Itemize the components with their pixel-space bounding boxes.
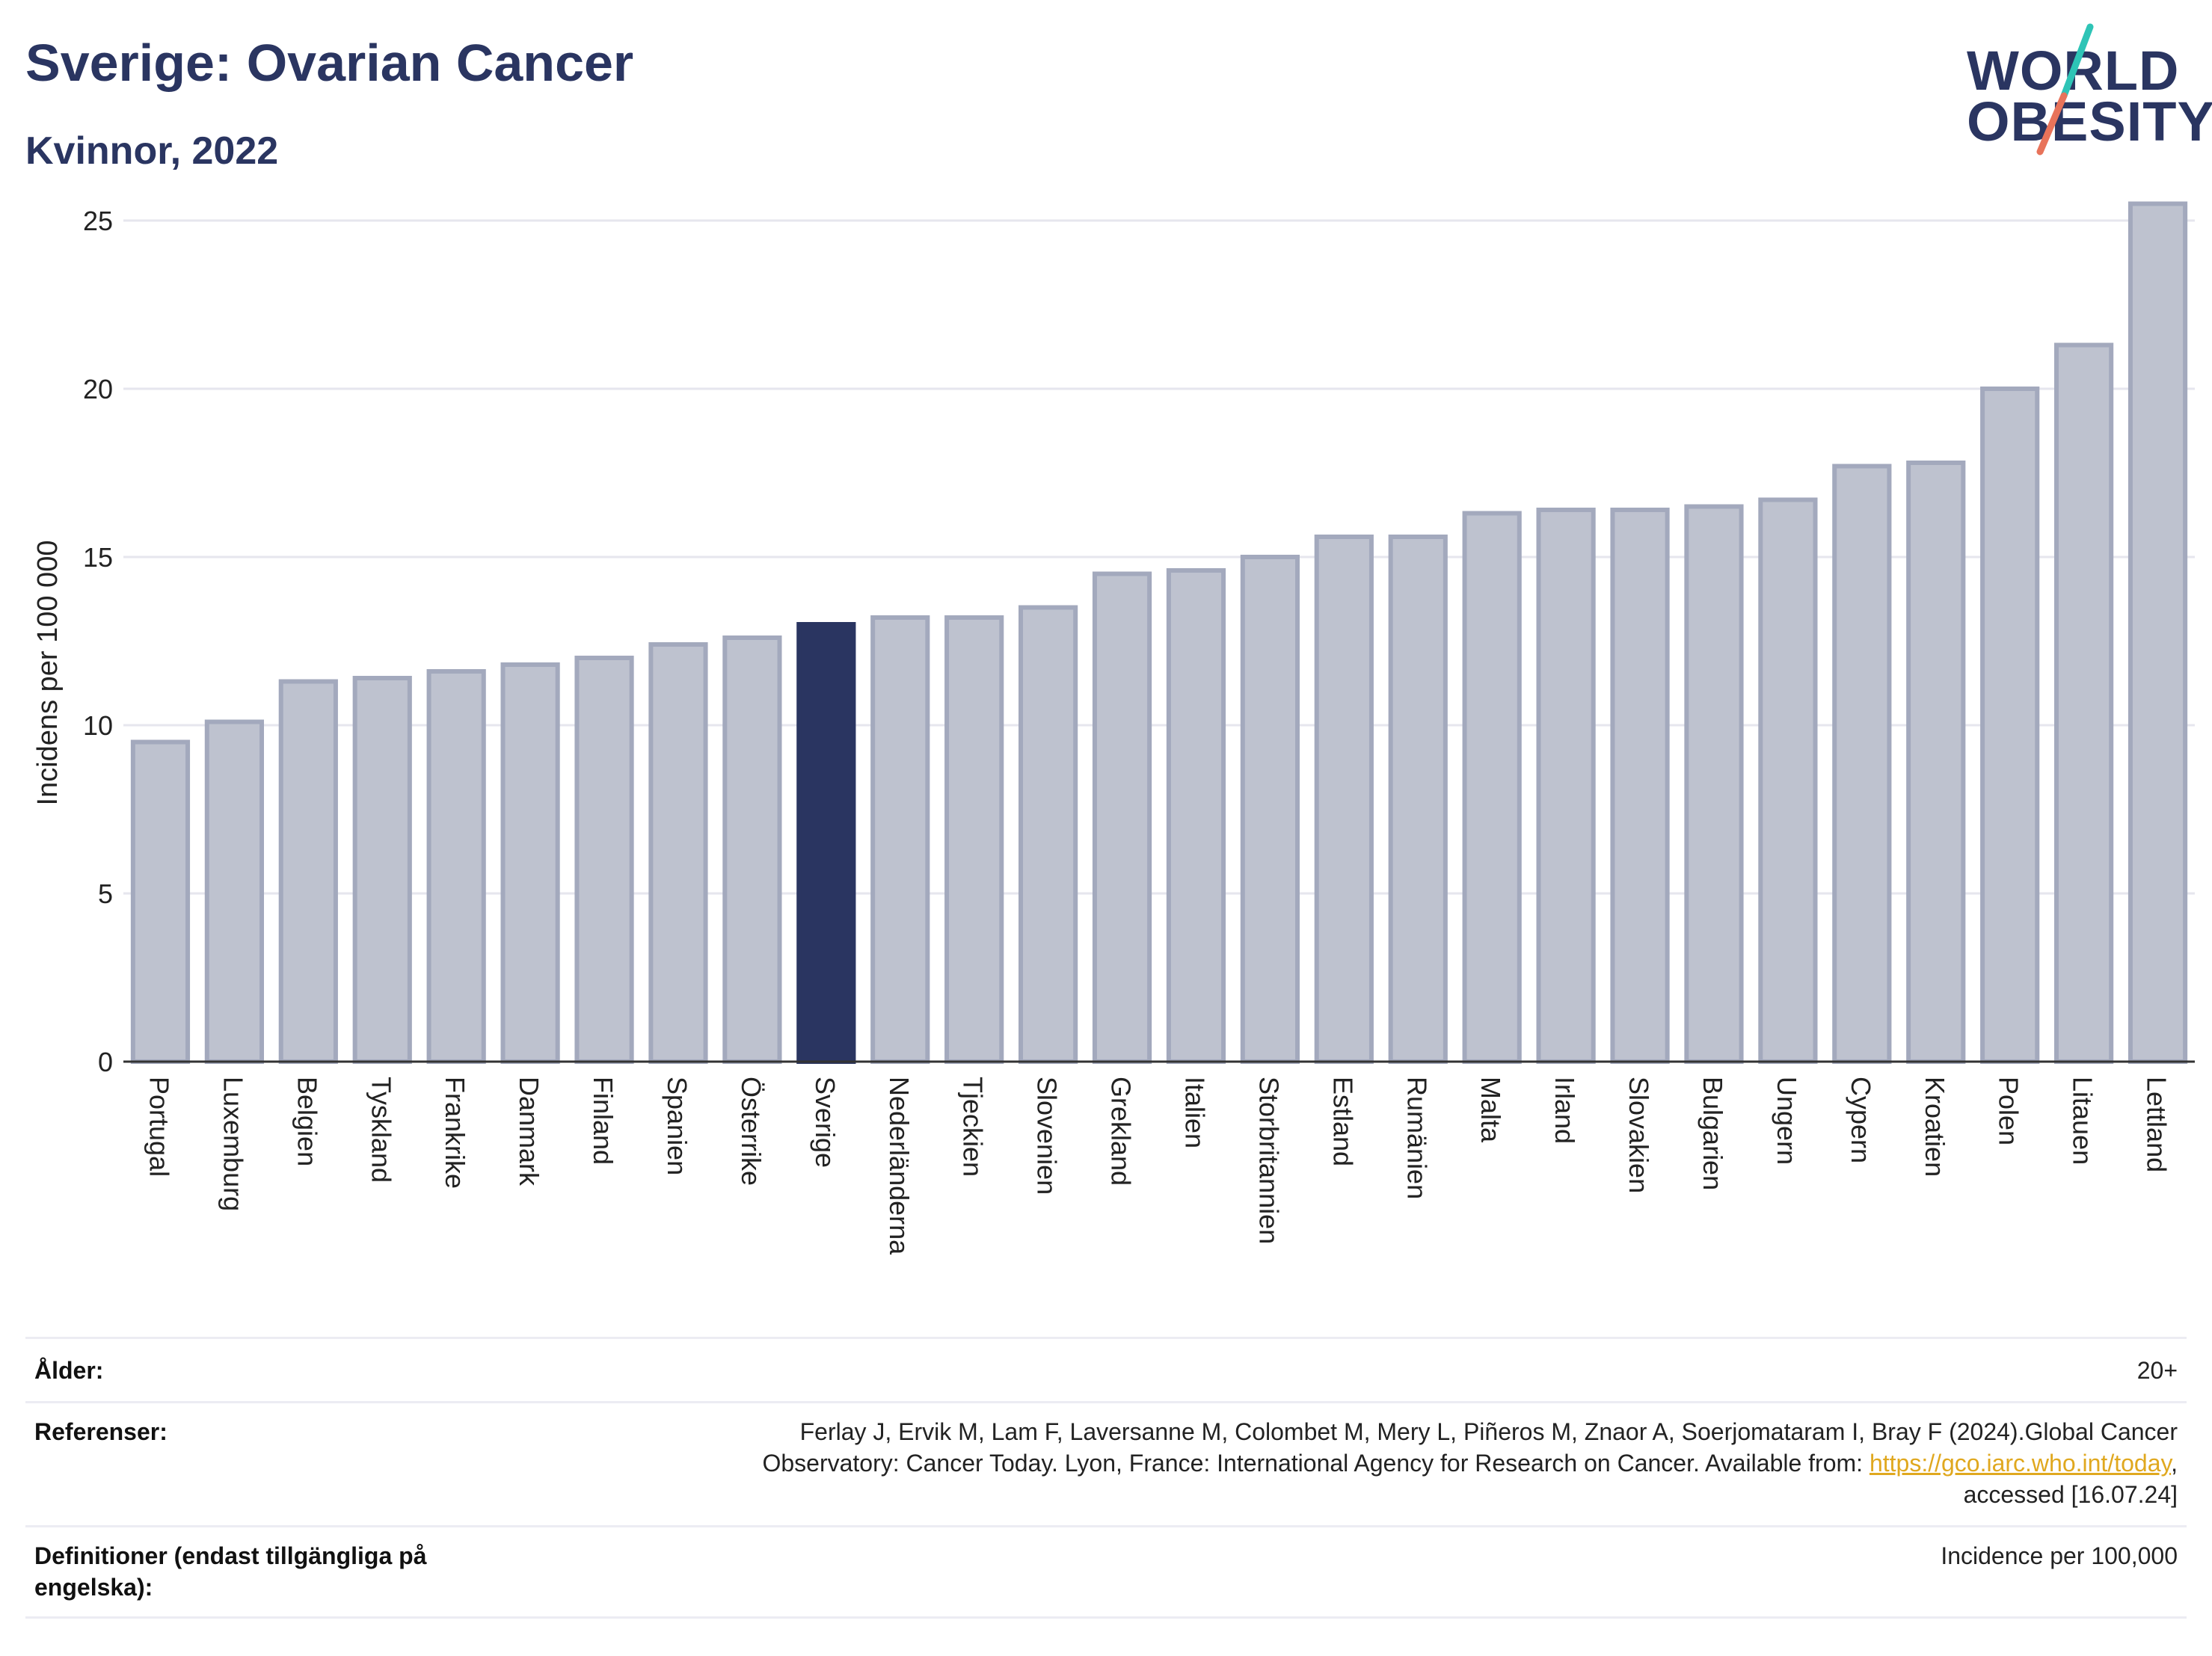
definitions-value: Incidence per 100,000 bbox=[1941, 1542, 2178, 1569]
definitions-label-line-1: Definitioner (endast tillgängliga på bbox=[34, 1542, 427, 1569]
bar bbox=[278, 679, 338, 1064]
references-row: Referenser: Ferlay J, Ervik M, Lam F, La… bbox=[25, 1416, 2187, 1513]
x-tick-label: Grekland bbox=[1106, 1077, 1137, 1186]
x-tick-label: Kroatien bbox=[1920, 1077, 1950, 1177]
y-tick-label: 15 bbox=[83, 542, 113, 573]
bar bbox=[1166, 568, 1226, 1064]
reference-line-3: accessed [16.07.24] bbox=[1963, 1481, 2178, 1508]
definitions-row: Definitioner (endast tillgängliga på eng… bbox=[25, 1540, 2187, 1607]
bar bbox=[2127, 201, 2188, 1064]
reference-line-1: Ferlay J, Ervik M, Lam F, Laversanne M, … bbox=[799, 1418, 2178, 1445]
x-tick-label: Belgien bbox=[292, 1077, 322, 1166]
x-tick-label: Finland bbox=[588, 1077, 618, 1165]
references-value: Ferlay J, Ervik M, Lam F, Laversanne M, … bbox=[762, 1416, 2178, 1510]
bar bbox=[944, 615, 1004, 1064]
bar bbox=[1314, 535, 1374, 1064]
y-tick-label: 0 bbox=[98, 1047, 113, 1077]
bar bbox=[1019, 605, 1078, 1064]
x-tick-label: Nederländerna bbox=[884, 1077, 915, 1255]
bar bbox=[1906, 461, 1966, 1064]
divider bbox=[25, 1525, 2187, 1527]
bar-chart: 0 5 10 15 20 25 Portugal Luxemburg Belgien Tyskl… bbox=[32, 201, 2195, 1255]
divider bbox=[25, 1616, 2187, 1619]
bar bbox=[1980, 387, 2040, 1064]
world-obesity-logo: WORLD OBESITY bbox=[1952, 21, 2212, 163]
age-row: Ålder: 20+ bbox=[25, 1355, 2187, 1389]
info-table: Ålder: 20+ Referenser: Ferlay J, Ervik M… bbox=[25, 1337, 2187, 1636]
reference-text: Observatory: Cancer Today. Lyon, France:… bbox=[762, 1450, 1870, 1477]
bar bbox=[2054, 342, 2114, 1064]
x-tick-label: Spanien bbox=[662, 1077, 692, 1175]
x-tick-label: Italien bbox=[1179, 1077, 1210, 1148]
x-tick-label: Sverige bbox=[810, 1077, 841, 1168]
age-label: Ålder: bbox=[34, 1357, 104, 1384]
x-tick-label: Österrike bbox=[736, 1077, 766, 1186]
x-tick-label: Luxemburg bbox=[218, 1077, 248, 1211]
bar bbox=[1536, 508, 1596, 1064]
x-tick-label: Lettland bbox=[2142, 1077, 2172, 1172]
definitions-label: Definitioner (endast tillgängliga på eng… bbox=[34, 1540, 426, 1603]
x-tick-label: Portugal bbox=[144, 1077, 174, 1177]
bar bbox=[870, 615, 930, 1064]
y-tick-label: 25 bbox=[83, 206, 113, 236]
x-tick-label: Estland bbox=[1327, 1077, 1358, 1166]
bar bbox=[1092, 571, 1152, 1064]
y-axis-label: Incidens per 100 000 bbox=[32, 541, 64, 806]
y-tick-label: 5 bbox=[98, 878, 113, 909]
x-tick-label: Malta bbox=[1475, 1077, 1506, 1143]
definitions-label-line-2: engelska): bbox=[34, 1574, 153, 1601]
bar bbox=[1240, 555, 1300, 1064]
x-tick-label: Tyskland bbox=[366, 1077, 396, 1183]
bar bbox=[1462, 511, 1522, 1064]
x-tick-label: Slovenien bbox=[1032, 1077, 1063, 1195]
reference-link[interactable]: https://gco.iarc.who.int/today bbox=[1869, 1450, 2172, 1477]
reference-line-2: Observatory: Cancer Today. Lyon, France:… bbox=[762, 1447, 2178, 1479]
x-tick-label: Frankrike bbox=[440, 1077, 470, 1189]
y-tick-label: 20 bbox=[83, 374, 113, 404]
bar bbox=[426, 669, 486, 1064]
x-tick-label: Cypern bbox=[1846, 1077, 1876, 1163]
divider bbox=[25, 1337, 2187, 1339]
x-tick-label: Tjeckien bbox=[958, 1077, 989, 1177]
x-tick-label: Ungern bbox=[1772, 1077, 1802, 1165]
x-tick-label: Slovakien bbox=[1623, 1077, 1654, 1193]
x-tick-label: Irland bbox=[1549, 1077, 1580, 1144]
page-title: Sverige: Ovarian Cancer bbox=[25, 34, 634, 92]
bar bbox=[574, 656, 634, 1064]
divider bbox=[25, 1401, 2187, 1403]
x-tick-label: Rumänien bbox=[1401, 1077, 1432, 1199]
bars bbox=[130, 201, 2188, 1064]
bar bbox=[1684, 504, 1744, 1064]
x-tick-label: Polen bbox=[1994, 1077, 2024, 1145]
x-axis-labels: Portugal Luxemburg Belgien Tyskland Frankrik… bbox=[144, 1077, 2172, 1255]
x-tick-label: Storbritannien bbox=[1253, 1077, 1284, 1244]
y-axis-ticks: 0 5 10 15 20 25 bbox=[83, 206, 113, 1077]
bar bbox=[1832, 464, 1892, 1064]
logo-line-2: OBESITY bbox=[1967, 90, 2212, 153]
x-tick-label: Litauen bbox=[2068, 1077, 2098, 1165]
x-tick-label: Danmark bbox=[514, 1077, 544, 1186]
logo-slash-icon bbox=[2036, 23, 2094, 156]
bar bbox=[722, 635, 782, 1064]
bar bbox=[1610, 508, 1670, 1064]
bar bbox=[1758, 497, 1818, 1064]
bar bbox=[648, 642, 708, 1064]
references-label: Referenser: bbox=[34, 1418, 168, 1445]
bar bbox=[204, 719, 264, 1064]
bar bbox=[1388, 535, 1448, 1064]
bar-highlight bbox=[796, 622, 856, 1064]
x-tick-label: Bulgarien bbox=[1698, 1077, 1728, 1190]
bar bbox=[352, 676, 412, 1064]
reference-comma: , bbox=[2171, 1450, 2178, 1477]
age-value: 20+ bbox=[2136, 1357, 2178, 1384]
y-tick-label: 10 bbox=[83, 710, 113, 741]
bar bbox=[500, 662, 560, 1064]
bar bbox=[130, 739, 191, 1064]
page-subtitle: Kvinnor, 2022 bbox=[25, 129, 279, 173]
